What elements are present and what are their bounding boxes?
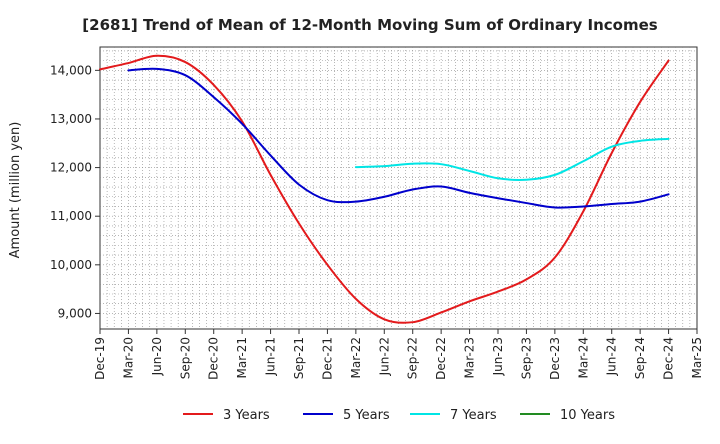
- x-tick-label: Dec-22: [434, 337, 448, 380]
- legend-label-7-years: 7 Years: [450, 408, 497, 423]
- x-tick-label: Dec-19: [93, 337, 107, 380]
- legend-label-5-years: 5 Years: [343, 408, 390, 423]
- x-tick-label: Jun-20: [150, 337, 164, 376]
- series-line-5-years: [127, 67, 670, 209]
- series-line-3-years: [99, 54, 670, 324]
- chart-title: [2681] Trend of Mean of 12-Month Moving …: [82, 16, 657, 34]
- y-tick-label: 14,000: [50, 63, 92, 77]
- x-tick-label: Sep-23: [519, 337, 533, 379]
- x-tick-label: Mar-23: [463, 337, 477, 378]
- x-tick-label: Jun-23: [491, 337, 505, 376]
- x-tick-label: Mar-24: [576, 337, 590, 378]
- x-tick-label: Jun-21: [264, 337, 278, 376]
- x-tick-label: Dec-24: [662, 337, 676, 380]
- series-line-7-years: [354, 137, 670, 181]
- x-tick-label: Mar-20: [121, 337, 135, 378]
- series-lines: [99, 54, 670, 324]
- legend-label-10-years: 10 Years: [560, 408, 615, 423]
- x-tick-label: Sep-21: [292, 337, 306, 379]
- y-axis-label: Amount (million yen): [8, 122, 23, 259]
- x-tick-label: Dec-20: [207, 337, 221, 380]
- x-tick-label: Sep-20: [178, 337, 192, 379]
- x-tick-label: Mar-22: [349, 337, 363, 378]
- x-tick-label: Jun-24: [605, 337, 619, 376]
- x-tick-label: Dec-21: [320, 337, 334, 380]
- x-tick-label: Sep-24: [633, 337, 647, 379]
- y-tick-label: 10,000: [50, 258, 92, 272]
- x-tick-label: Mar-21: [235, 337, 249, 378]
- x-tick-label: Dec-23: [548, 337, 562, 380]
- legend-label-3-years: 3 Years: [223, 408, 270, 423]
- x-tick-label: Jun-22: [377, 337, 391, 376]
- y-axis-ticks: 9,000 10,000 11,000 12,000 13,000 14,000: [50, 63, 100, 320]
- grid-lines: [100, 47, 697, 329]
- y-tick-label: 9,000: [58, 306, 92, 320]
- y-tick-label: 13,000: [50, 112, 92, 126]
- y-tick-label: 11,000: [50, 209, 92, 223]
- legend: 3 Years 5 Years 7 Years 10 Years: [183, 408, 615, 423]
- x-tick-label: Sep-22: [406, 337, 420, 379]
- x-tick-label: Mar-25: [690, 337, 704, 378]
- y-tick-label: 12,000: [50, 161, 92, 175]
- x-axis-ticks: Dec-19 Mar-20 Jun-20 Sep-20 Dec-20 Mar-21 Jun-…: [93, 329, 704, 380]
